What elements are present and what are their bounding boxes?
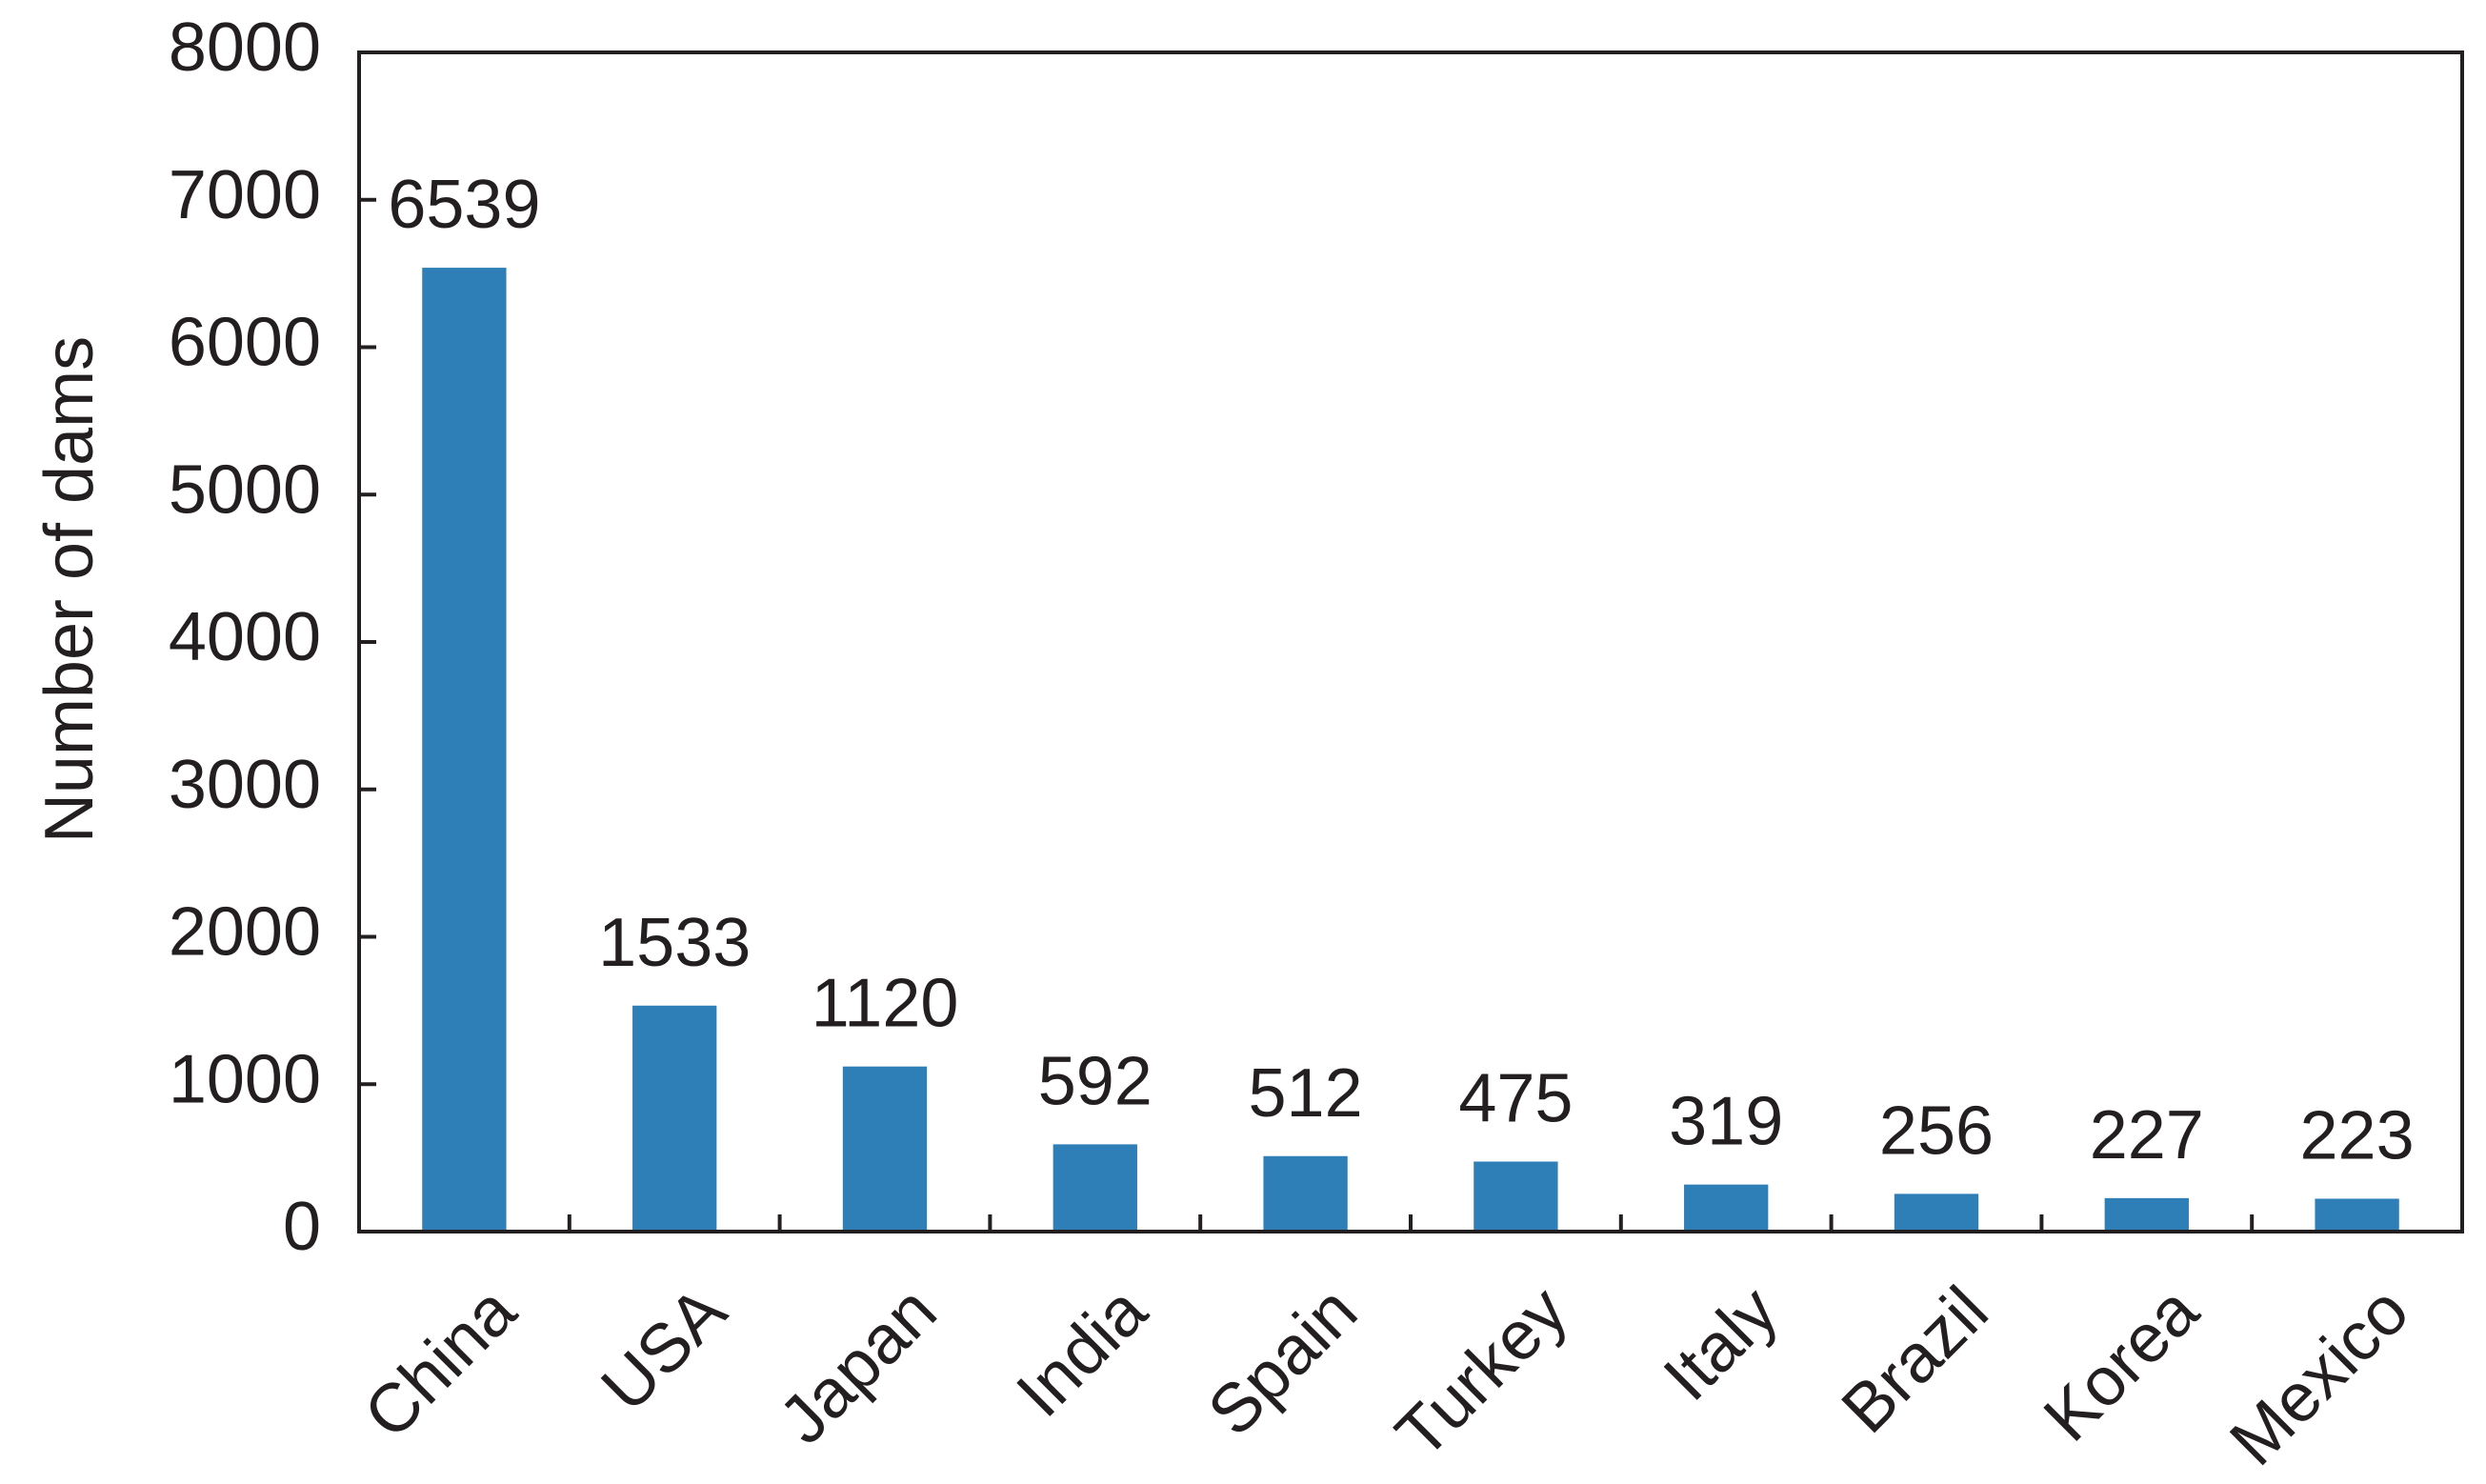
y-tick-label-5000: 5000 (169, 451, 321, 528)
category-label-india: India (1002, 1272, 1162, 1432)
bar-japan (842, 1066, 928, 1232)
y-tick-label-0: 0 (283, 1189, 321, 1265)
value-label-usa: 1533 (598, 905, 751, 981)
category-label-mexico: Mexico (2215, 1273, 2423, 1480)
bar-china (422, 268, 507, 1233)
category-label-brazil: Brazil (1828, 1273, 2003, 1448)
category-label-turkey: Turkey (1382, 1273, 1582, 1473)
bar-brazil (1894, 1193, 1979, 1232)
category-labels-group: China USA Japan India Spain Turkey Italy Brazil… (350, 1272, 2423, 1480)
value-label-japan: 1120 (812, 966, 959, 1042)
y-tick-label-3000: 3000 (169, 747, 321, 823)
y-tick-label-4000: 4000 (169, 599, 321, 675)
category-label-usa: USA (587, 1273, 740, 1426)
bar-spain (1263, 1155, 1348, 1232)
category-label-spain: Spain (1193, 1273, 1372, 1451)
bar-italy (1684, 1184, 1769, 1232)
category-label-japan: Japan (765, 1273, 951, 1458)
y-tick-label-7000: 7000 (169, 157, 321, 233)
bars-group (422, 268, 2399, 1233)
bar-korea (2104, 1197, 2189, 1232)
bar-india (1053, 1144, 1137, 1232)
category-label-china: China (350, 1272, 531, 1453)
bar-mexico (2315, 1198, 2399, 1232)
category-label-italy: Italy (1650, 1273, 1793, 1415)
bar-turkey (1474, 1161, 1558, 1232)
value-label-mexico: 223 (2300, 1097, 2415, 1173)
value-label-brazil: 256 (1879, 1093, 1994, 1169)
value-label-china: 6539 (388, 167, 540, 243)
y-axis-title: Number of dams (31, 336, 108, 843)
value-label-turkey: 475 (1458, 1060, 1573, 1136)
category-label-korea: Korea (2030, 1272, 2214, 1455)
y-tick-label-1000: 1000 (169, 1041, 321, 1117)
y-ticks-group: 0 1000 2000 3000 4000 5000 6000 7000 8000 (169, 10, 376, 1265)
value-label-india: 592 (1038, 1043, 1153, 1119)
x-ticks-group (567, 1214, 2255, 1232)
y-tick-label-8000: 8000 (169, 10, 321, 86)
value-labels-group: 6539 1533 1120 592 512 475 319 256 227 223 (388, 167, 2414, 1173)
y-tick-label-2000: 2000 (169, 894, 321, 971)
bar-usa (632, 1005, 717, 1232)
value-label-italy: 319 (1669, 1084, 1783, 1160)
y-tick-label-6000: 6000 (169, 305, 321, 381)
value-label-spain: 512 (1249, 1055, 1363, 1132)
value-label-korea: 227 (2090, 1097, 2204, 1173)
